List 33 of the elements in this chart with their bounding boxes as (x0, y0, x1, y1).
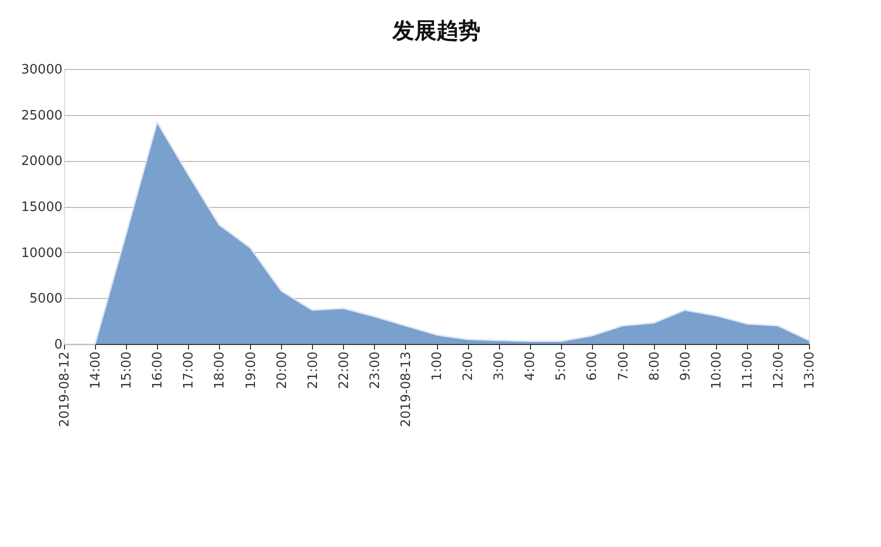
x-tick-label: 2:00 (461, 352, 476, 381)
y-tick-label: 15000 (21, 200, 62, 215)
chart-title: 发展趋势 (392, 19, 480, 44)
y-tick-label: 20000 (21, 154, 62, 170)
x-tick-label: 9:00 (678, 352, 694, 381)
x-tick-label: 2019-08-13 (398, 352, 414, 428)
y-tick-label: 30000 (21, 62, 62, 78)
x-tick-label: 13:00 (802, 352, 818, 389)
x-tick-label: 20:00 (274, 352, 290, 389)
x-tick-label: 22:00 (336, 352, 352, 389)
x-tick-label: 12:00 (771, 352, 786, 389)
x-tick-label: 18:00 (212, 352, 228, 389)
y-tick-label: 0 (54, 338, 62, 352)
x-tick-label: 1:00 (430, 352, 445, 381)
x-tick-label: 7:00 (616, 352, 632, 381)
x-tick-label: 11:00 (740, 352, 756, 389)
x-tick-label: 6:00 (585, 352, 600, 381)
x-tick-label: 2019-08-12 (58, 352, 72, 428)
y-tick-label: 5000 (29, 292, 62, 307)
x-tick-label: 15:00 (120, 352, 135, 389)
y-tick-label: 25000 (21, 108, 62, 124)
y-tick-label: 10000 (21, 246, 62, 261)
x-tick-label: 3:00 (492, 352, 508, 381)
x-tick-label: 10:00 (709, 352, 724, 389)
x-tick-label: 4:00 (523, 352, 538, 381)
x-tick-label: 5:00 (554, 352, 570, 381)
x-tick-label: 21:00 (306, 352, 321, 389)
x-tick-label: 23:00 (368, 352, 383, 389)
x-tick-label: 19:00 (244, 352, 259, 389)
x-tick-label: 16:00 (150, 352, 166, 389)
x-tick-label: 17:00 (182, 352, 197, 389)
x-tick-label: 8:00 (647, 352, 662, 381)
x-tick-label: 14:00 (88, 352, 104, 389)
